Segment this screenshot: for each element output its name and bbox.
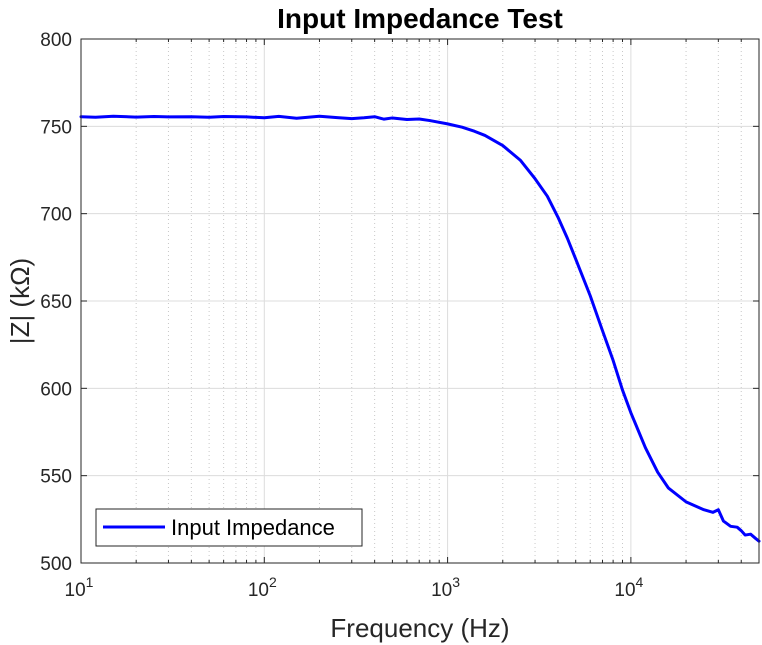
- x-axis-label: Frequency (Hz): [330, 613, 509, 643]
- legend-box: [95, 508, 363, 547]
- x-tick-label: 101: [65, 574, 94, 601]
- series-line-input-impedance: [79, 114, 761, 543]
- series-layer: [79, 114, 761, 543]
- legend-label: Input Impedance: [171, 515, 335, 540]
- x-tick-label: 103: [431, 574, 460, 601]
- y-tick-label: 700: [40, 205, 72, 226]
- y-tick-label: 500: [40, 554, 72, 575]
- legend[interactable]: Input Impedance: [95, 508, 363, 547]
- y-tick-label: 750: [40, 117, 72, 138]
- ticks-layer: [80, 38, 759, 564]
- plot-area: [79, 38, 761, 564]
- x-tick-label: 102: [248, 574, 277, 601]
- x-tick-labels: 101 102 103 104: [65, 574, 644, 601]
- y-axis-label: |Z| (kΩ): [5, 258, 35, 344]
- y-tick-labels: 500 550 600 650 700 750 800: [40, 30, 72, 575]
- x-tick-label: 104: [614, 574, 643, 601]
- y-tick-label: 550: [40, 467, 72, 488]
- y-tick-label: 600: [40, 379, 72, 400]
- y-tick-label: 650: [40, 292, 72, 313]
- chart-title: Input Impedance Test: [277, 3, 563, 34]
- y-tick-label: 800: [40, 30, 72, 51]
